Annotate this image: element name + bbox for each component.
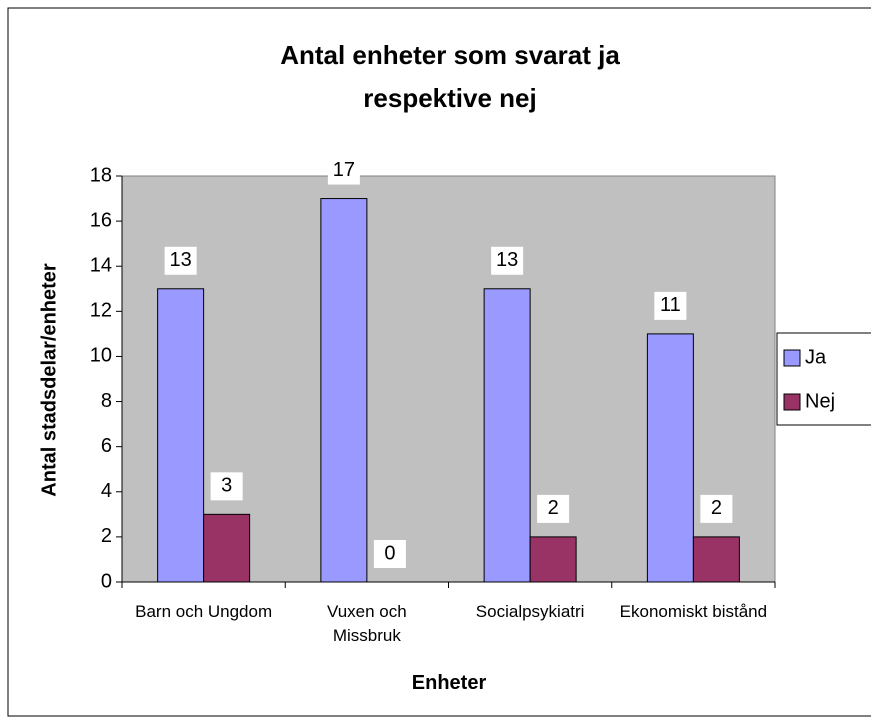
data-label-bg	[164, 246, 197, 275]
data-label: 0	[384, 542, 395, 564]
x-tick-label: Socialpsykiatri	[475, 602, 585, 621]
data-label-bg	[654, 291, 687, 320]
data-label: 13	[170, 249, 192, 271]
y-tick-label: 14	[90, 255, 112, 277]
y-tick-label: 4	[101, 480, 112, 502]
x-tick-label: Barn och Ungdom	[135, 602, 273, 621]
data-label-bg	[537, 494, 570, 523]
data-label: 17	[333, 159, 355, 181]
x-tick-label: Ekonomiskt bistånd	[619, 602, 768, 621]
bar	[157, 288, 205, 583]
bar	[203, 513, 251, 583]
legend-label: Ja	[805, 346, 827, 368]
data-label-bg	[491, 246, 524, 275]
data-label-bg	[327, 156, 360, 185]
data-label: 2	[711, 497, 722, 519]
legend-swatch	[783, 349, 801, 367]
data-label-bg	[210, 472, 243, 501]
legend-swatch	[783, 393, 801, 411]
y-tick-label: 6	[101, 435, 112, 457]
data-label-bg	[700, 494, 733, 523]
bar	[646, 333, 694, 583]
y-tick-label: 0	[101, 570, 112, 592]
y-tick-label: 10	[90, 345, 112, 367]
x-axis-label: Enheter	[411, 672, 487, 694]
y-tick-label: 12	[90, 300, 112, 322]
y-axis-label: Antal stadsdelar/enheter	[38, 263, 60, 497]
y-tick-label: 16	[90, 209, 112, 231]
y-tick-label: 18	[90, 164, 112, 186]
y-tick-label: 8	[101, 390, 112, 412]
legend-label: Nej	[805, 390, 835, 412]
x-tick-label: Vuxen och Missbruk	[327, 602, 407, 645]
bar	[692, 536, 740, 583]
y-tick-label: 2	[101, 525, 112, 547]
data-label: 13	[496, 249, 518, 271]
data-label-bg	[373, 540, 406, 568]
data-label: 3	[221, 475, 232, 497]
data-label: 11	[660, 294, 681, 316]
bar	[320, 198, 368, 583]
chart-title: Antal enheter som svarat ja respektive n…	[280, 40, 620, 113]
bar	[483, 288, 531, 583]
data-label: 2	[548, 497, 559, 519]
bar	[529, 536, 577, 583]
legend-box	[776, 332, 871, 426]
